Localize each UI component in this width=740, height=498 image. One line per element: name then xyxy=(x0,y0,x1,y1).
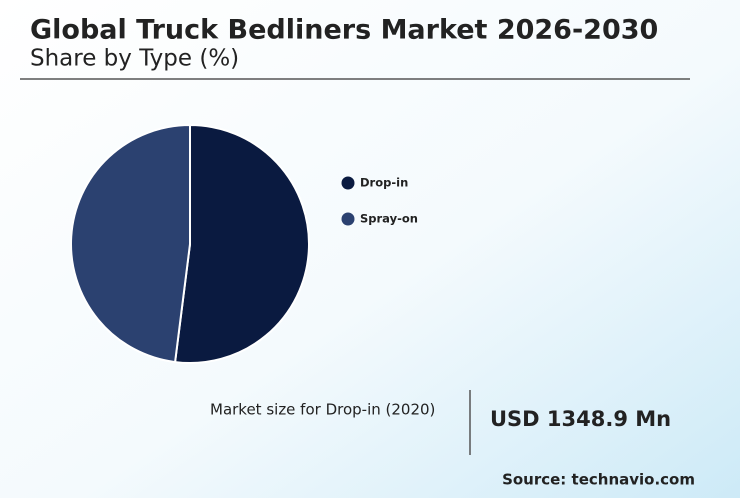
chart-title: Global Truck Bedliners Market 2026-2030 xyxy=(30,15,658,46)
legend-marker xyxy=(341,212,355,226)
market-size-value: USD 1348.9 Mn xyxy=(490,407,671,431)
legend-marker xyxy=(341,176,355,190)
chart-subtitle: Share by Type (%) xyxy=(30,46,239,72)
legend-label: Drop-in xyxy=(360,176,408,190)
source: Source: technavio.com xyxy=(502,471,695,489)
legend-label: Spray-on xyxy=(360,212,418,226)
pie-slice xyxy=(173,123,310,364)
pie-slice xyxy=(70,123,191,364)
market-size-label: Market size for Drop-in (2020) xyxy=(210,401,435,419)
